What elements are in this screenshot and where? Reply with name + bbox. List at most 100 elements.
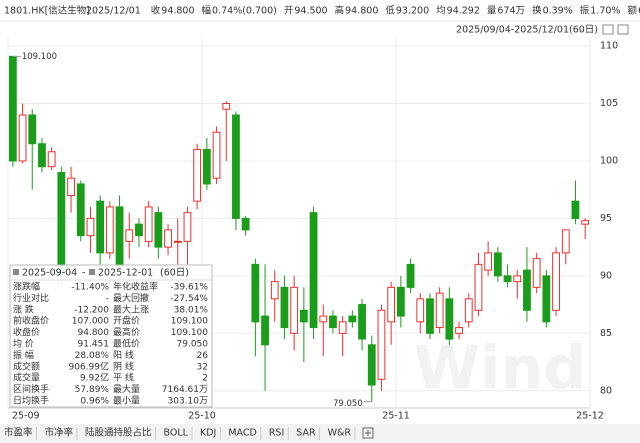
stat-label: 区间换手	[13, 383, 49, 395]
tab[interactable]: 市盈率	[4, 427, 33, 439]
tab[interactable]: 市净率	[45, 427, 74, 439]
y-tick-label: 90	[600, 270, 612, 281]
header-date: 2025/12/01	[86, 6, 141, 17]
panel-sep: -	[82, 268, 85, 279]
add-tab[interactable]	[362, 427, 374, 439]
stat-label: 成交额	[13, 360, 40, 372]
candle-body	[193, 148, 202, 202]
x-tick-label: 25-11	[382, 411, 410, 422]
tab[interactable]: MACD	[228, 428, 256, 439]
tab[interactable]: 陆股通持股占比	[85, 427, 152, 439]
stat-label: 收盘价	[13, 326, 40, 338]
watermark: Wind	[414, 334, 586, 404]
candle-body	[280, 286, 289, 329]
stat-value: 107.000	[72, 317, 109, 327]
stat-label: 日均换手	[13, 395, 49, 407]
stat-label: 最大回撤	[113, 292, 149, 304]
header-label: 均	[436, 5, 446, 17]
candle-body	[299, 309, 308, 323]
header-value: 94.500	[294, 6, 327, 17]
candle-body	[241, 217, 250, 231]
stock-code: 1801.HK[信达生物]	[4, 5, 90, 17]
stat-label: 最高价	[113, 326, 140, 338]
x-tick-label: 25-10	[188, 411, 216, 422]
header-label: 量	[487, 6, 497, 17]
stat-label: 最大上涨	[113, 303, 149, 315]
header-value: 94.800	[345, 6, 378, 17]
y-tick-label: 105	[600, 98, 618, 109]
header-value: 94.292	[447, 6, 480, 17]
stat-value: -12.200	[74, 305, 109, 315]
stat-value: 9.92亿	[80, 372, 109, 384]
stat-label: 平 线	[113, 372, 134, 384]
stat-value: 109.100	[171, 328, 208, 338]
icon-settings[interactable]	[617, 24, 629, 35]
icon-window[interactable]	[602, 24, 614, 35]
header-value: 6.36亿	[638, 5, 640, 17]
candle-body	[358, 304, 366, 340]
stats-panel	[9, 264, 213, 408]
stat-value: 906.99亿	[69, 360, 110, 372]
header-value: 0.74%(0.700)	[212, 6, 277, 17]
tab[interactable]: RSI	[269, 428, 284, 439]
candle-body	[464, 298, 473, 323]
candle-body	[532, 258, 541, 288]
header-value: 94.800	[161, 6, 194, 17]
stat-value: -39.61%	[170, 283, 208, 293]
panel-icon	[89, 269, 95, 275]
stat-value: -11.40%	[71, 283, 109, 293]
stat-value: 109.100	[171, 317, 208, 327]
candle-body	[435, 292, 444, 329]
stat-value: 303.10万	[168, 397, 209, 407]
header-value: 93.200	[396, 6, 429, 17]
stat-value: 94.800	[78, 328, 110, 338]
stat-value: 32	[197, 362, 208, 372]
stat-value: 38.01%	[174, 305, 209, 315]
stat-value: -	[106, 294, 109, 304]
candle-body	[232, 114, 240, 219]
header-label: 开	[284, 6, 294, 17]
candle-body	[493, 252, 502, 277]
header-label: 高	[335, 5, 345, 17]
candle-body	[202, 148, 211, 185]
candle-body	[377, 309, 386, 380]
candle-body	[484, 252, 493, 271]
tab[interactable]: KDJ	[200, 428, 216, 439]
stat-label: 行业对比	[13, 292, 49, 304]
stat-value: 26	[197, 351, 209, 361]
stat-label: 年化收益率	[113, 281, 158, 293]
candle-body	[105, 206, 114, 254]
tab[interactable]: BOLL	[164, 428, 189, 439]
tab[interactable]: SAR	[296, 428, 316, 439]
candle-body	[426, 298, 434, 334]
stat-label: 涨 跌	[13, 304, 34, 315]
min-label: 79.050	[333, 399, 363, 409]
stat-label: 最低价	[113, 338, 140, 350]
candle-body	[76, 183, 85, 237]
candle-body	[18, 114, 27, 162]
candle-body	[338, 321, 347, 334]
stat-label: 最大量	[113, 383, 140, 395]
x-tick-label: 25-12	[576, 411, 604, 422]
y-tick-label: 100	[600, 155, 618, 166]
header-label: 收	[151, 5, 161, 17]
candle-body	[67, 177, 75, 196]
candle-body	[115, 206, 124, 265]
candle-body	[125, 229, 134, 242]
stat-value: 7164.61万	[162, 385, 208, 395]
header-label: 振	[580, 5, 590, 17]
tab[interactable]: W&R	[328, 428, 352, 439]
candle-body	[8, 55, 17, 162]
candle-body	[251, 263, 260, 323]
candle-body	[28, 114, 37, 145]
candle-body	[164, 229, 172, 248]
stat-value: 28.08%	[75, 351, 110, 361]
header-label: 换	[532, 5, 542, 17]
stat-value: 57.89%	[75, 385, 110, 395]
stat-label: 成交量	[13, 372, 40, 384]
candle-body	[561, 229, 570, 254]
y-tick-label: 95	[600, 213, 612, 224]
candle-body	[96, 200, 105, 254]
stat-value: 79.050	[177, 340, 209, 350]
candle-body	[47, 151, 56, 168]
